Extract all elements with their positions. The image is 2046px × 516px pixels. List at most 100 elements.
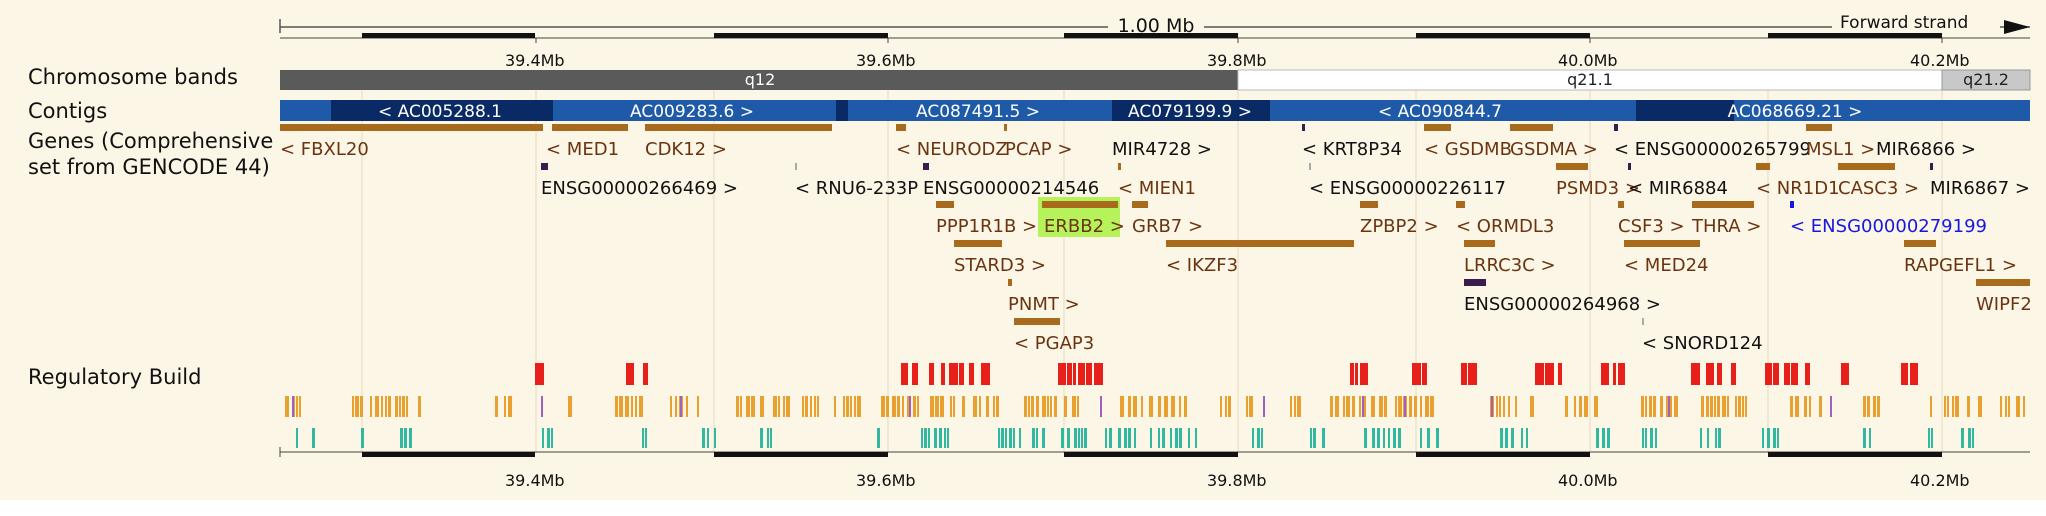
regulatory-feature[interactable] <box>1412 363 1421 385</box>
regulatory-feature[interactable] <box>924 428 927 448</box>
regulatory-feature[interactable] <box>1228 396 1231 417</box>
regulatory-feature[interactable] <box>642 428 644 448</box>
gene-fbxl20[interactable]: < FBXL20 <box>280 139 369 160</box>
regulatory-feature[interactable] <box>1841 363 1849 385</box>
regulatory-feature[interactable] <box>1188 428 1190 448</box>
regulatory-feature[interactable] <box>1352 396 1355 417</box>
regulatory-feature-open-chromatin[interactable] <box>680 396 682 417</box>
regulatory-feature[interactable] <box>962 396 965 417</box>
regulatory-feature[interactable] <box>1715 428 1717 448</box>
gene-med24[interactable]: < MED24 <box>1624 255 1708 276</box>
regulatory-feature[interactable] <box>929 363 934 385</box>
regulatory-feature[interactable] <box>1395 396 1397 417</box>
regulatory-feature[interactable] <box>1955 396 1959 417</box>
regulatory-feature[interactable] <box>1005 428 1007 448</box>
regulatory-feature[interactable] <box>843 396 845 417</box>
regulatory-feature[interactable] <box>783 396 785 417</box>
band-q21-2[interactable] <box>1941 69 2031 91</box>
regulatory-feature[interactable] <box>1359 396 1361 417</box>
regulatory-feature[interactable] <box>1701 396 1704 417</box>
regulatory-feature[interactable] <box>805 396 808 417</box>
regulatory-feature[interactable] <box>1496 396 1498 417</box>
regulatory-feature[interactable] <box>615 396 618 417</box>
regulatory-feature[interactable] <box>996 396 999 417</box>
regulatory-feature[interactable] <box>1124 428 1127 448</box>
regulatory-feature[interactable] <box>1330 396 1333 417</box>
regulatory-feature[interactable] <box>1409 396 1412 417</box>
regulatory-feature[interactable] <box>1968 428 1971 448</box>
regulatory-feature[interactable] <box>1377 428 1380 448</box>
regulatory-feature[interactable] <box>547 428 550 448</box>
regulatory-feature[interactable] <box>941 363 945 385</box>
gene-ensg00000266469[interactable]: ENSG00000266469 > <box>541 178 738 199</box>
regulatory-feature[interactable] <box>1530 396 1534 417</box>
regulatory-feature[interactable] <box>1714 396 1716 417</box>
regulatory-feature[interactable] <box>1346 396 1350 417</box>
regulatory-feature[interactable] <box>1930 396 1932 417</box>
regulatory-feature[interactable] <box>1094 363 1103 385</box>
regulatory-feature[interactable] <box>1700 428 1702 448</box>
regulatory-feature[interactable] <box>1877 396 1880 417</box>
regulatory-feature[interactable] <box>312 428 315 448</box>
regulatory-feature[interactable] <box>1171 396 1175 417</box>
regulatory-feature[interactable] <box>1641 396 1644 417</box>
gene-neurod2[interactable]: < NEURODZ <box>896 139 1008 160</box>
regulatory-feature[interactable] <box>939 428 942 448</box>
regulatory-feature-open-chromatin[interactable] <box>1362 396 1364 417</box>
regulatory-feature[interactable] <box>1735 396 1737 417</box>
regulatory-feature[interactable] <box>1133 396 1137 417</box>
regulatory-feature[interactable] <box>1335 396 1339 417</box>
regulatory-feature[interactable] <box>404 428 407 448</box>
regulatory-feature-open-chromatin[interactable] <box>292 396 294 417</box>
regulatory-feature[interactable] <box>1158 428 1160 448</box>
regulatory-feature[interactable] <box>877 428 880 448</box>
regulatory-feature[interactable] <box>934 428 937 448</box>
gene-zpbp2[interactable]: ZPBP2 > <box>1360 216 1439 237</box>
regulatory-feature[interactable] <box>385 396 387 417</box>
regulatory-feature[interactable] <box>1047 396 1049 417</box>
regulatory-feature[interactable] <box>1170 428 1172 448</box>
regulatory-feature[interactable] <box>1727 396 1729 417</box>
regulatory-feature[interactable] <box>1141 396 1143 417</box>
regulatory-feature[interactable] <box>686 396 688 417</box>
regulatory-feature-open-chromatin[interactable] <box>1100 396 1102 417</box>
regulatory-feature[interactable] <box>1653 396 1656 417</box>
regulatory-feature[interactable] <box>897 396 900 417</box>
regulatory-feature[interactable] <box>1384 396 1387 417</box>
regulatory-feature[interactable] <box>1120 396 1124 417</box>
regulatory-feature[interactable] <box>850 396 852 417</box>
regulatory-feature[interactable] <box>1261 428 1263 448</box>
regulatory-feature[interactable] <box>1650 428 1653 448</box>
gene-nr1d1[interactable]: < NR1D1 <box>1756 178 1840 199</box>
regulatory-feature[interactable] <box>1649 396 1652 417</box>
regulatory-feature[interactable] <box>388 396 391 417</box>
regulatory-feature[interactable] <box>986 396 989 417</box>
regulatory-feature[interactable] <box>535 363 544 385</box>
regulatory-feature[interactable] <box>944 428 946 448</box>
regulatory-feature[interactable] <box>834 396 836 417</box>
regulatory-feature[interactable] <box>1371 396 1375 417</box>
regulatory-feature[interactable] <box>2008 396 2010 417</box>
gene-cdk12[interactable]: CDK12 > <box>645 139 727 160</box>
gene-ensg00000226117[interactable]: < ENSG00000226117 <box>1309 178 1506 199</box>
regulatory-feature[interactable] <box>1149 396 1153 417</box>
regulatory-feature[interactable] <box>285 396 289 417</box>
regulatory-feature[interactable] <box>1430 396 1434 417</box>
regulatory-feature[interactable] <box>1249 396 1253 417</box>
regulatory-feature[interactable] <box>1706 363 1714 385</box>
regulatory-feature[interactable] <box>950 396 952 417</box>
regulatory-feature[interactable] <box>1420 396 1422 417</box>
regulatory-feature[interactable] <box>1013 428 1015 448</box>
regulatory-feature[interactable] <box>1773 428 1776 448</box>
regulatory-feature[interactable] <box>770 428 772 448</box>
contigs-track[interactable]: < AC005288.1 AC009283.6 > AC087491.5 > A… <box>280 100 2030 122</box>
regulatory-feature[interactable] <box>1290 396 1292 417</box>
regulatory-feature[interactable] <box>2005 396 2007 417</box>
regulatory-feature[interactable] <box>760 396 764 417</box>
regulatory-feature[interactable] <box>1297 396 1301 417</box>
regulatory-feature[interactable] <box>1355 363 1358 385</box>
regulatory-feature[interactable] <box>1257 428 1260 448</box>
gene-casc3[interactable]: CASC3 > <box>1838 178 1919 199</box>
gene-ormdl3[interactable]: < ORMDL3 <box>1456 216 1554 237</box>
regulatory-feature[interactable] <box>959 363 964 385</box>
